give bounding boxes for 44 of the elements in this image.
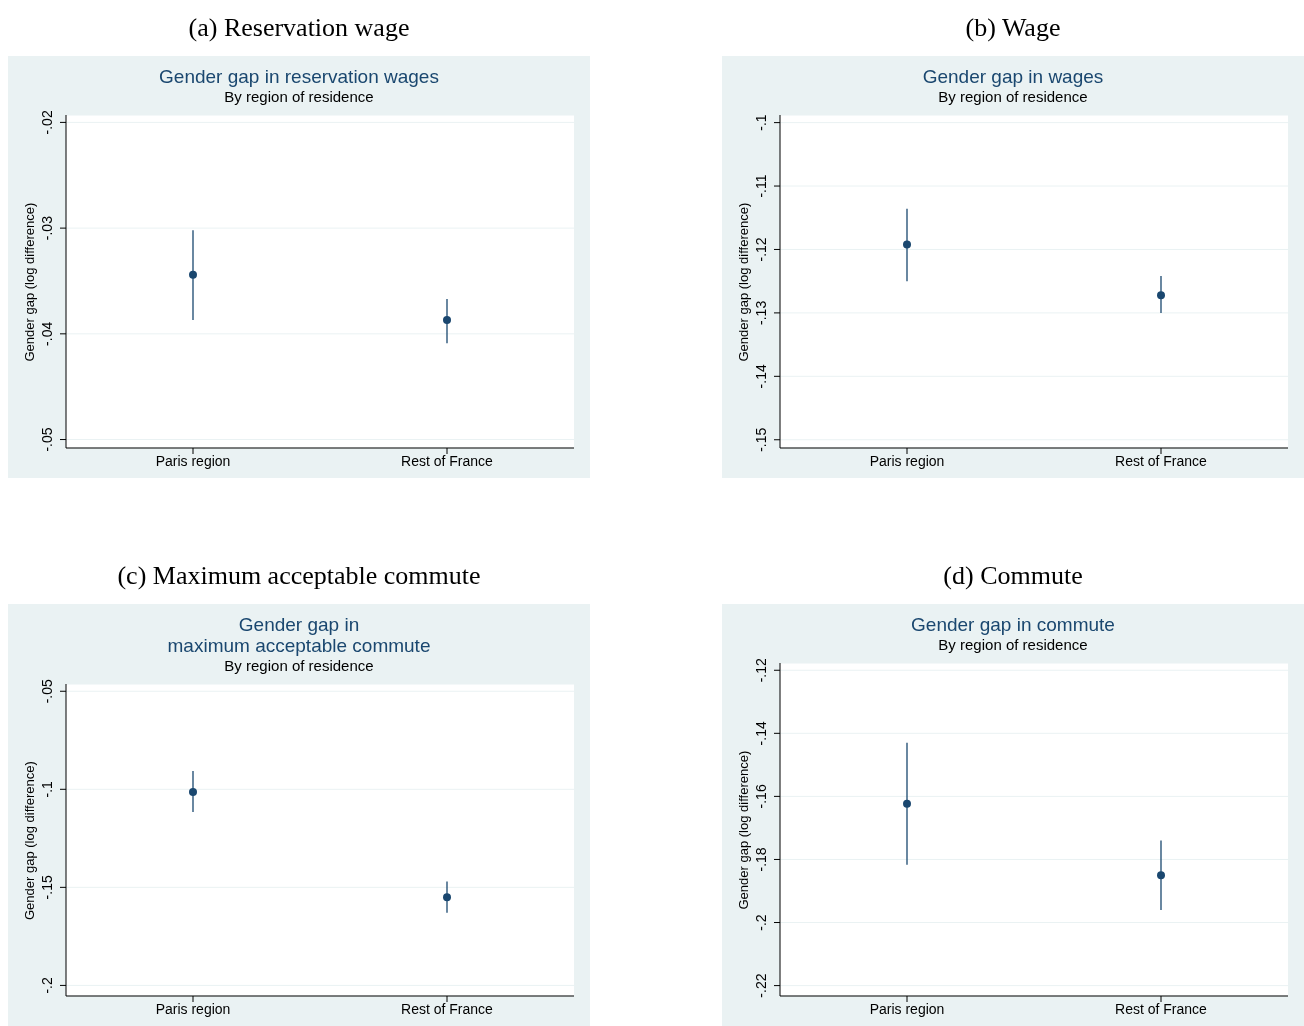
- y-tick-label: -.22: [753, 973, 769, 998]
- y-tick-label: -.12: [753, 657, 769, 683]
- y-tick-label: -.12: [753, 237, 769, 262]
- text: (b) Wage: [964, 12, 1062, 44]
- x-tick-label: Rest of France: [1115, 1000, 1208, 1017]
- y-tick-label: -.15: [753, 427, 769, 452]
- chart-subtitle: By region of residence: [223, 87, 375, 107]
- x-tick-label: Paris region: [155, 452, 231, 469]
- chart-title: Gender gap in commute: [910, 614, 1116, 635]
- chart-title: Gender gap in wages: [921, 66, 1105, 87]
- chart-subtitle: By region of residence: [937, 635, 1089, 655]
- y-tick-label: -.11: [753, 174, 769, 198]
- y-tick-label: -.02: [39, 110, 55, 135]
- y-tick-label: -.2: [753, 914, 769, 931]
- chart-subtitle: By region of residence: [223, 656, 375, 676]
- x-tick-label: Paris region: [869, 1000, 945, 1017]
- x-tick-label: Rest of France: [401, 452, 494, 469]
- y-tick-label: -.16: [753, 784, 769, 809]
- x-tick-label: Paris region: [869, 452, 945, 469]
- y-tick-label: -.14: [753, 364, 769, 389]
- y-tick-label: -.1: [39, 780, 55, 798]
- y-axis-title: Gender gap (log difference): [21, 761, 37, 920]
- y-tick-label: -.1: [753, 114, 769, 131]
- y-axis-title: Gender gap (log difference): [21, 202, 37, 362]
- chart-title: Gender gap in maximum acceptable commute: [166, 614, 432, 656]
- chart-title: Gender gap in reservation wages: [158, 66, 440, 87]
- y-tick-label: -.13: [753, 300, 769, 325]
- y-tick-label: -.18: [753, 847, 769, 872]
- y-axis-title: Gender gap (log difference): [735, 750, 751, 910]
- text: (d) Commute: [942, 560, 1084, 592]
- y-tick-label: -.05: [39, 678, 55, 704]
- text: (c) Maximum acceptable commute: [116, 560, 482, 592]
- y-axis-title: Gender gap (log difference): [735, 202, 751, 362]
- y-tick-label: -.14: [753, 721, 769, 746]
- y-tick-label: -.03: [39, 215, 55, 241]
- y-tick-label: -.05: [39, 427, 55, 452]
- x-tick-label: Rest of France: [1115, 452, 1208, 469]
- text: (a) Reservation wage: [187, 12, 411, 44]
- chart-subtitle: By region of residence: [937, 87, 1089, 107]
- y-tick-label: -.2: [39, 977, 55, 994]
- x-tick-label: Paris region: [155, 1000, 231, 1017]
- y-tick-label: -.04: [39, 321, 55, 346]
- x-tick-label: Rest of France: [401, 1000, 494, 1017]
- y-tick-label: -.15: [39, 875, 55, 900]
